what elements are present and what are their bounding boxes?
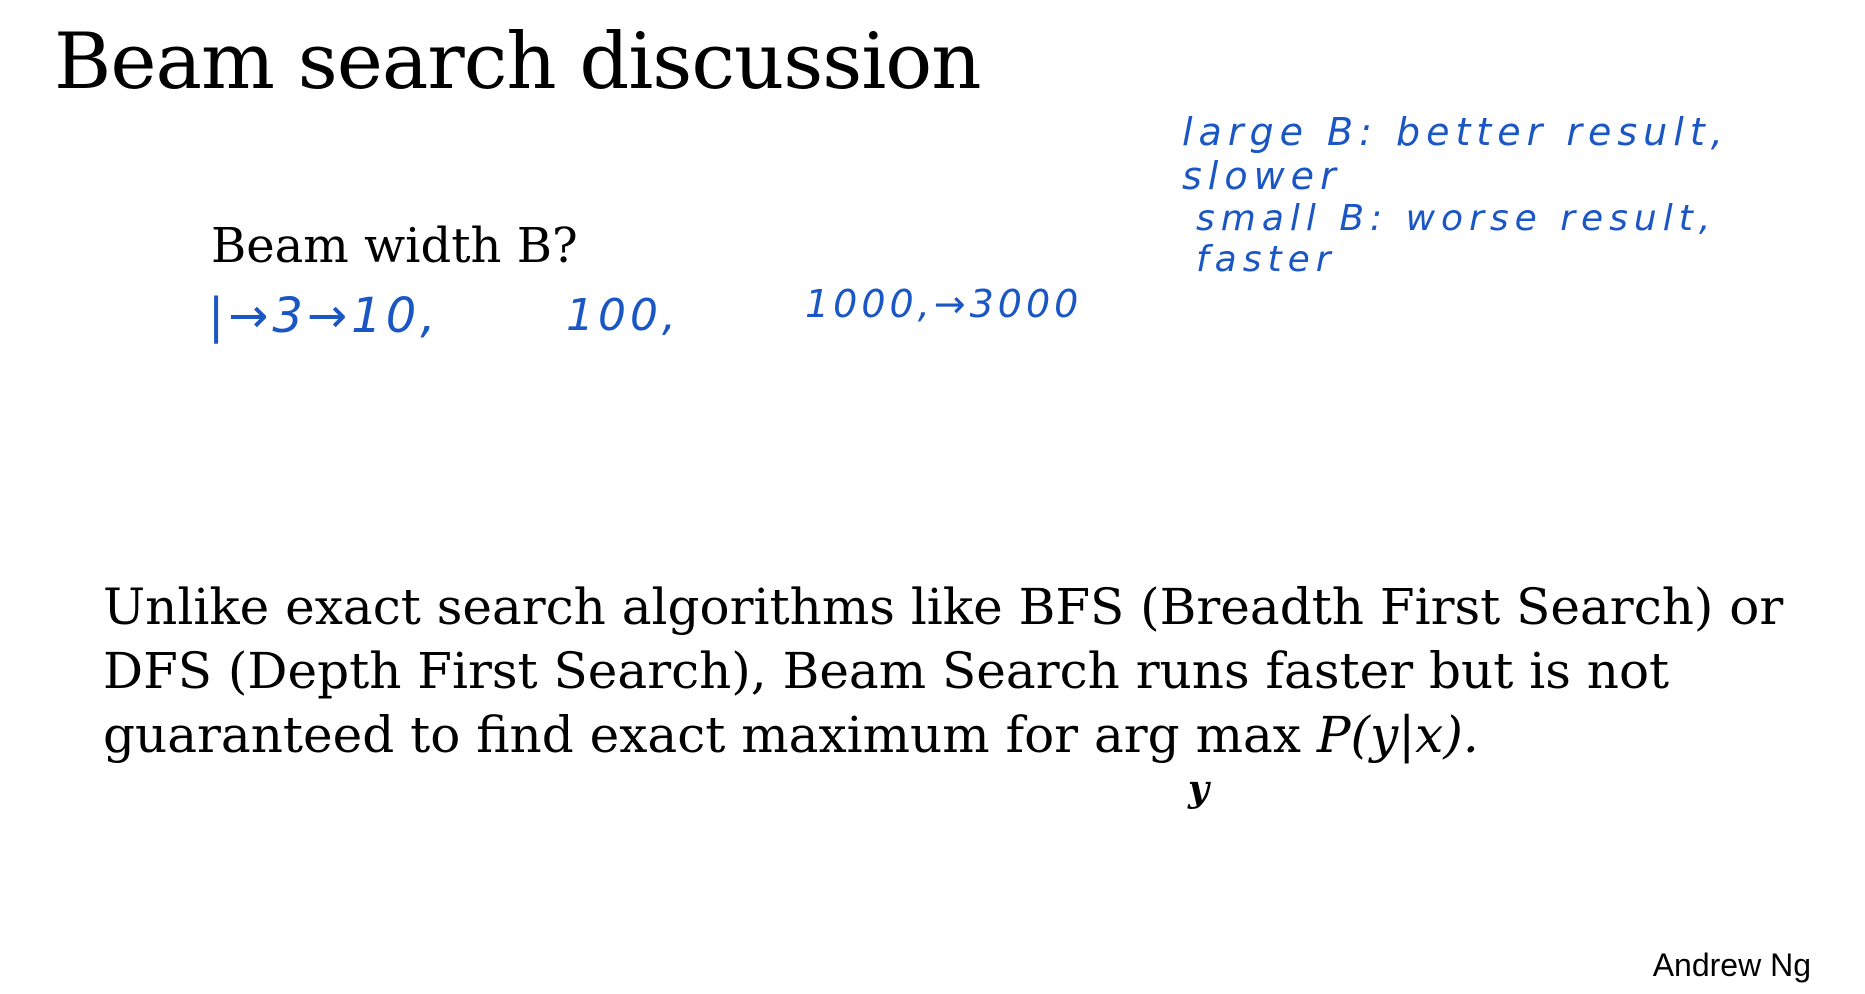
body-line-1: Unlike exact search algorithms like BFS … <box>103 578 1784 636</box>
beam-search-explanation: Unlike exact search algorithms like BFS … <box>103 575 1803 767</box>
handwritten-values-1: |→3→10, <box>208 288 440 344</box>
author-credit: Andrew Ng <box>1652 947 1811 983</box>
body-line-2: DFS (Depth First Search), Beam Search ru… <box>103 642 1670 700</box>
slide-title: Beam search discussion <box>54 17 981 107</box>
handwritten-values-3: 1000,→3000 <box>805 282 1083 326</box>
beam-width-question: Beam width B? <box>211 218 578 274</box>
argmax-subscript: y <box>1188 768 1209 810</box>
body-line-3: guaranteed to find exact maximum for arg… <box>103 703 1803 767</box>
body-line-3-text: guaranteed to find exact maximum for arg… <box>103 706 1317 764</box>
handwritten-large-b-note: large B: better result, slower <box>1182 110 1729 198</box>
handwritten-small-b-note: small B: worse result, faster <box>1196 198 1717 280</box>
probability-expression: P(y|x). <box>1316 706 1479 764</box>
handwritten-values-2: 100, <box>566 290 680 341</box>
